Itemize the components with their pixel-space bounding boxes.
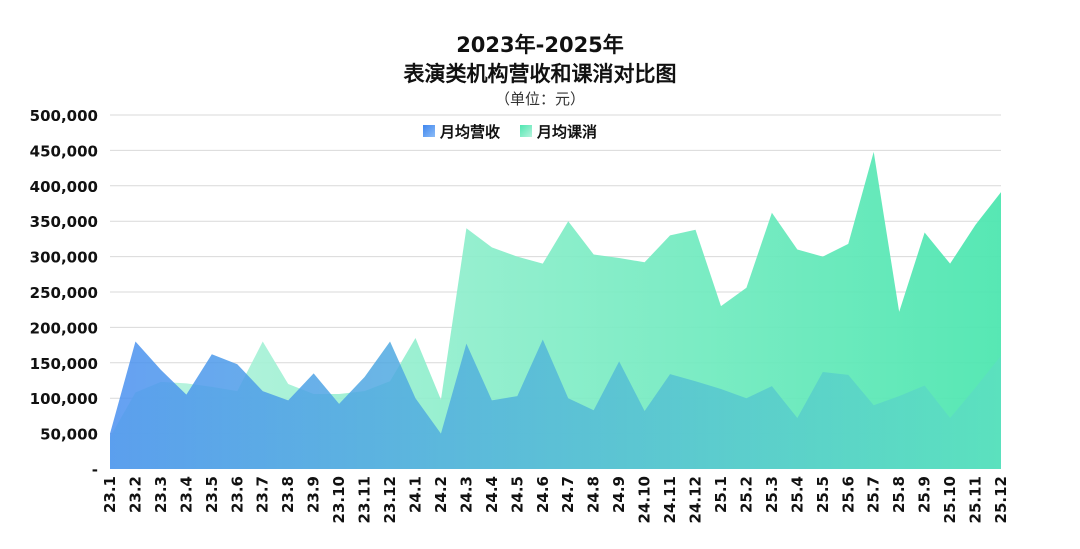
chart-title-line2: 表演类机构营收和课消对比图 [404,62,677,86]
x-tick-label: 25.5 [814,476,832,513]
y-tick-label: 200,000 [30,319,98,337]
y-tick-label: 350,000 [30,213,98,231]
x-tick-label: 23.1 [101,476,119,513]
x-tick-label: 24.9 [610,476,628,513]
x-tick-label: 24.5 [508,476,526,513]
y-tick-label: 300,000 [30,249,98,267]
x-tick-label: 25.4 [788,476,806,513]
x-tick-label: 24.10 [636,476,654,523]
y-tick-label: 50,000 [40,426,98,444]
y-tick-label: 150,000 [30,355,98,373]
legend-swatch-consume [520,125,532,137]
y-tick-label: 400,000 [30,178,98,196]
chart-subtitle: （单位：元） [495,90,585,108]
x-tick-label: 25.11 [967,476,985,523]
y-tick-label: 500,000 [30,107,98,125]
legend-swatch-revenue [423,125,435,137]
x-tick-label: 23.2 [126,476,144,513]
x-tick-label: 25.7 [865,476,883,513]
x-tick-label: 24.2 [432,476,450,513]
x-tick-label: 23.9 [305,476,323,513]
x-tick-label: 24.6 [534,476,552,513]
legend: 月均营收 月均课消 [423,123,597,141]
x-tick-label: 24.12 [687,476,705,523]
y-tick-label: 450,000 [30,142,98,160]
x-tick-label: 25.10 [941,476,959,523]
x-tick-label: 23.11 [356,476,374,523]
x-tick-label: 23.12 [381,476,399,523]
y-tick-label: 100,000 [30,390,98,408]
legend-label-consume: 月均课消 [536,123,597,141]
x-tick-label: 24.8 [585,476,603,513]
x-tick-label: 23.5 [203,476,221,513]
y-tick-label: - [92,461,98,479]
x-tick-label: 24.1 [406,476,424,513]
x-tick-label: 23.10 [330,476,348,523]
x-tick-label: 24.4 [483,476,501,513]
area-series-revenue [110,339,1001,469]
x-tick-label: 24.11 [661,476,679,523]
x-tick-label: 25.3 [763,476,781,513]
x-tick-label: 24.3 [457,476,475,513]
x-tick-label: 25.12 [992,476,1010,523]
area-layer [110,151,1001,469]
x-tick-label: 25.2 [737,476,755,513]
area-series-consume [110,151,1001,469]
x-tick-label: 23.3 [152,476,170,513]
y-axis-ticks: - 50,000 100,000 150,000 200,000 250,000 300,0… [30,107,98,479]
y-tick-label: 250,000 [30,284,98,302]
x-axis-ticks: 23.1 23.2 23.3 23.4 23.5 23.6 23.7 23.8 23.9 23.1… [101,476,1010,523]
x-tick-label: 25.8 [890,476,908,513]
x-tick-label: 25.9 [916,476,934,513]
legend-label-revenue: 月均营收 [439,123,500,141]
x-tick-label: 24.7 [559,476,577,513]
x-tick-label: 23.7 [254,476,272,513]
x-tick-label: 23.8 [279,476,297,513]
chart-title-line1: 2023年-2025年 [456,33,624,57]
x-tick-label: 23.6 [228,476,246,513]
x-tick-label: 23.4 [177,476,195,513]
x-tick-label: 25.6 [839,476,857,513]
x-tick-label: 25.1 [712,476,730,513]
